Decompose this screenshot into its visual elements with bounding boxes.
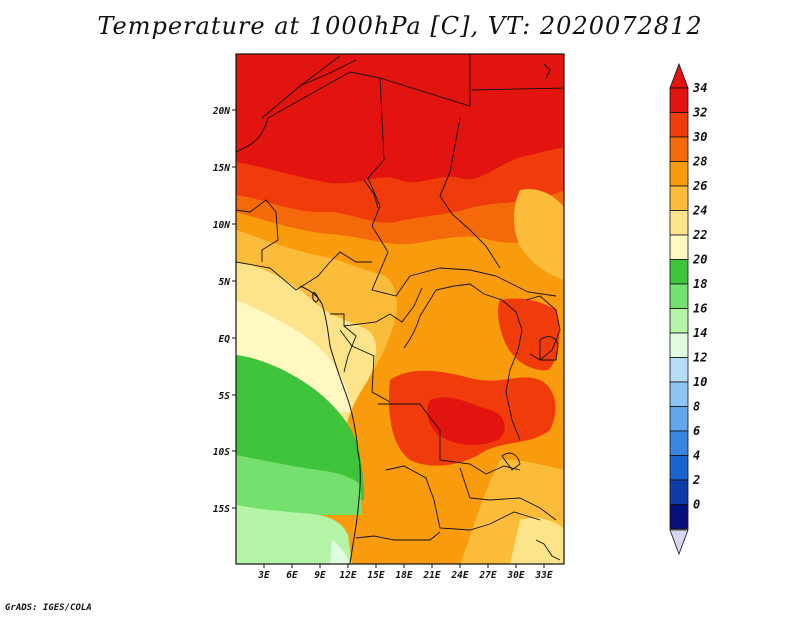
colorbar-cell	[669, 112, 689, 138]
colorbar-level-label: 0	[693, 498, 700, 512]
lon-label-18e: 18E	[395, 570, 412, 581]
colorbar-cell	[669, 210, 689, 236]
colorbar-cell	[669, 381, 689, 407]
lon-label-3e: 3E	[257, 570, 270, 581]
colorbar-level-label: 34	[692, 81, 707, 95]
colorbar-cell	[669, 357, 689, 383]
lon-label-6e: 6E	[286, 570, 298, 581]
lat-label-10n: 10N	[213, 220, 230, 231]
colorbar-level-label: 16	[693, 302, 707, 316]
colorbar	[669, 62, 689, 556]
longitude-axis: 3E 6E 9E 12E 15E 18E 21E 24E 27E 30E 33E	[257, 564, 553, 581]
lat-label-eq: EQ	[219, 334, 231, 345]
lat-label-5n: 5N	[219, 277, 231, 288]
colorbar-bottom-arrow	[669, 529, 689, 556]
coastline	[299, 285, 361, 564]
colorbar-cell	[669, 161, 689, 187]
lon-label-24e: 24E	[450, 570, 468, 581]
lon-label-33e: 33E	[534, 570, 552, 581]
colorbar-cell	[669, 234, 689, 260]
colorbar-cells	[669, 87, 689, 530]
lat-label-20n: 20N	[212, 106, 230, 117]
colorbar-cell	[669, 185, 689, 211]
lon-label-30e: 30E	[506, 570, 524, 581]
colorbar-cell	[669, 308, 689, 334]
colorbar-cell	[669, 430, 689, 456]
colorbar-cell	[669, 87, 689, 113]
colorbar-level-label: 24	[692, 204, 707, 218]
colorbar-level-label: 22	[692, 228, 707, 242]
map-border	[235, 53, 565, 565]
colorbar-cell	[669, 136, 689, 162]
lon-label-15e: 15E	[367, 570, 384, 581]
lon-label-27e: 27E	[478, 570, 496, 581]
colorbar-level-label: 6	[693, 424, 700, 438]
lat-label-5s: 5S	[219, 391, 231, 402]
colorbar-level-label: 32	[692, 106, 707, 120]
credit-text: GrADS: IGES/COLA	[5, 603, 92, 613]
colorbar-cell	[669, 283, 689, 309]
lat-label-10s: 10S	[213, 447, 230, 458]
colorbar-level-label: 2	[692, 473, 700, 487]
temperature-field	[236, 54, 564, 564]
lat-label-15s: 15S	[213, 504, 230, 515]
lon-label-12e: 12E	[339, 570, 356, 581]
colorbar-level-label: 28	[692, 155, 707, 169]
colorbar-cell	[669, 406, 689, 432]
colorbar-cell	[669, 455, 689, 481]
colorbar-level-label: 4	[693, 449, 700, 463]
map-title: Temperature at 1000hPa [C], VT: 20200728…	[97, 12, 703, 40]
latitude-axis: 20N 15N 10N 5N EQ 5S 10S 15S	[212, 106, 236, 515]
colorbar-cell	[669, 259, 689, 285]
colorbar-level-label: 30	[692, 130, 707, 144]
colorbar-level-label: 12	[693, 351, 707, 365]
colorbar-cell	[669, 332, 689, 358]
colorbar-level-label: 14	[693, 326, 707, 340]
colorbar-level-label: 18	[693, 277, 707, 291]
colorbar-top-arrow	[669, 62, 689, 89]
lat-label-15n: 15N	[213, 163, 230, 174]
colorbar-level-label: 20	[692, 253, 707, 267]
colorbar-level-label: 26	[692, 179, 707, 193]
colorbar-level-label: 8	[693, 400, 700, 414]
country-boundaries	[236, 54, 564, 561]
colorbar-cell	[669, 479, 689, 505]
colorbar-level-label: 10	[693, 375, 707, 389]
lon-label-21e: 21E	[422, 570, 440, 581]
lon-label-9e: 9E	[314, 570, 326, 581]
colorbar-cell	[669, 504, 689, 530]
